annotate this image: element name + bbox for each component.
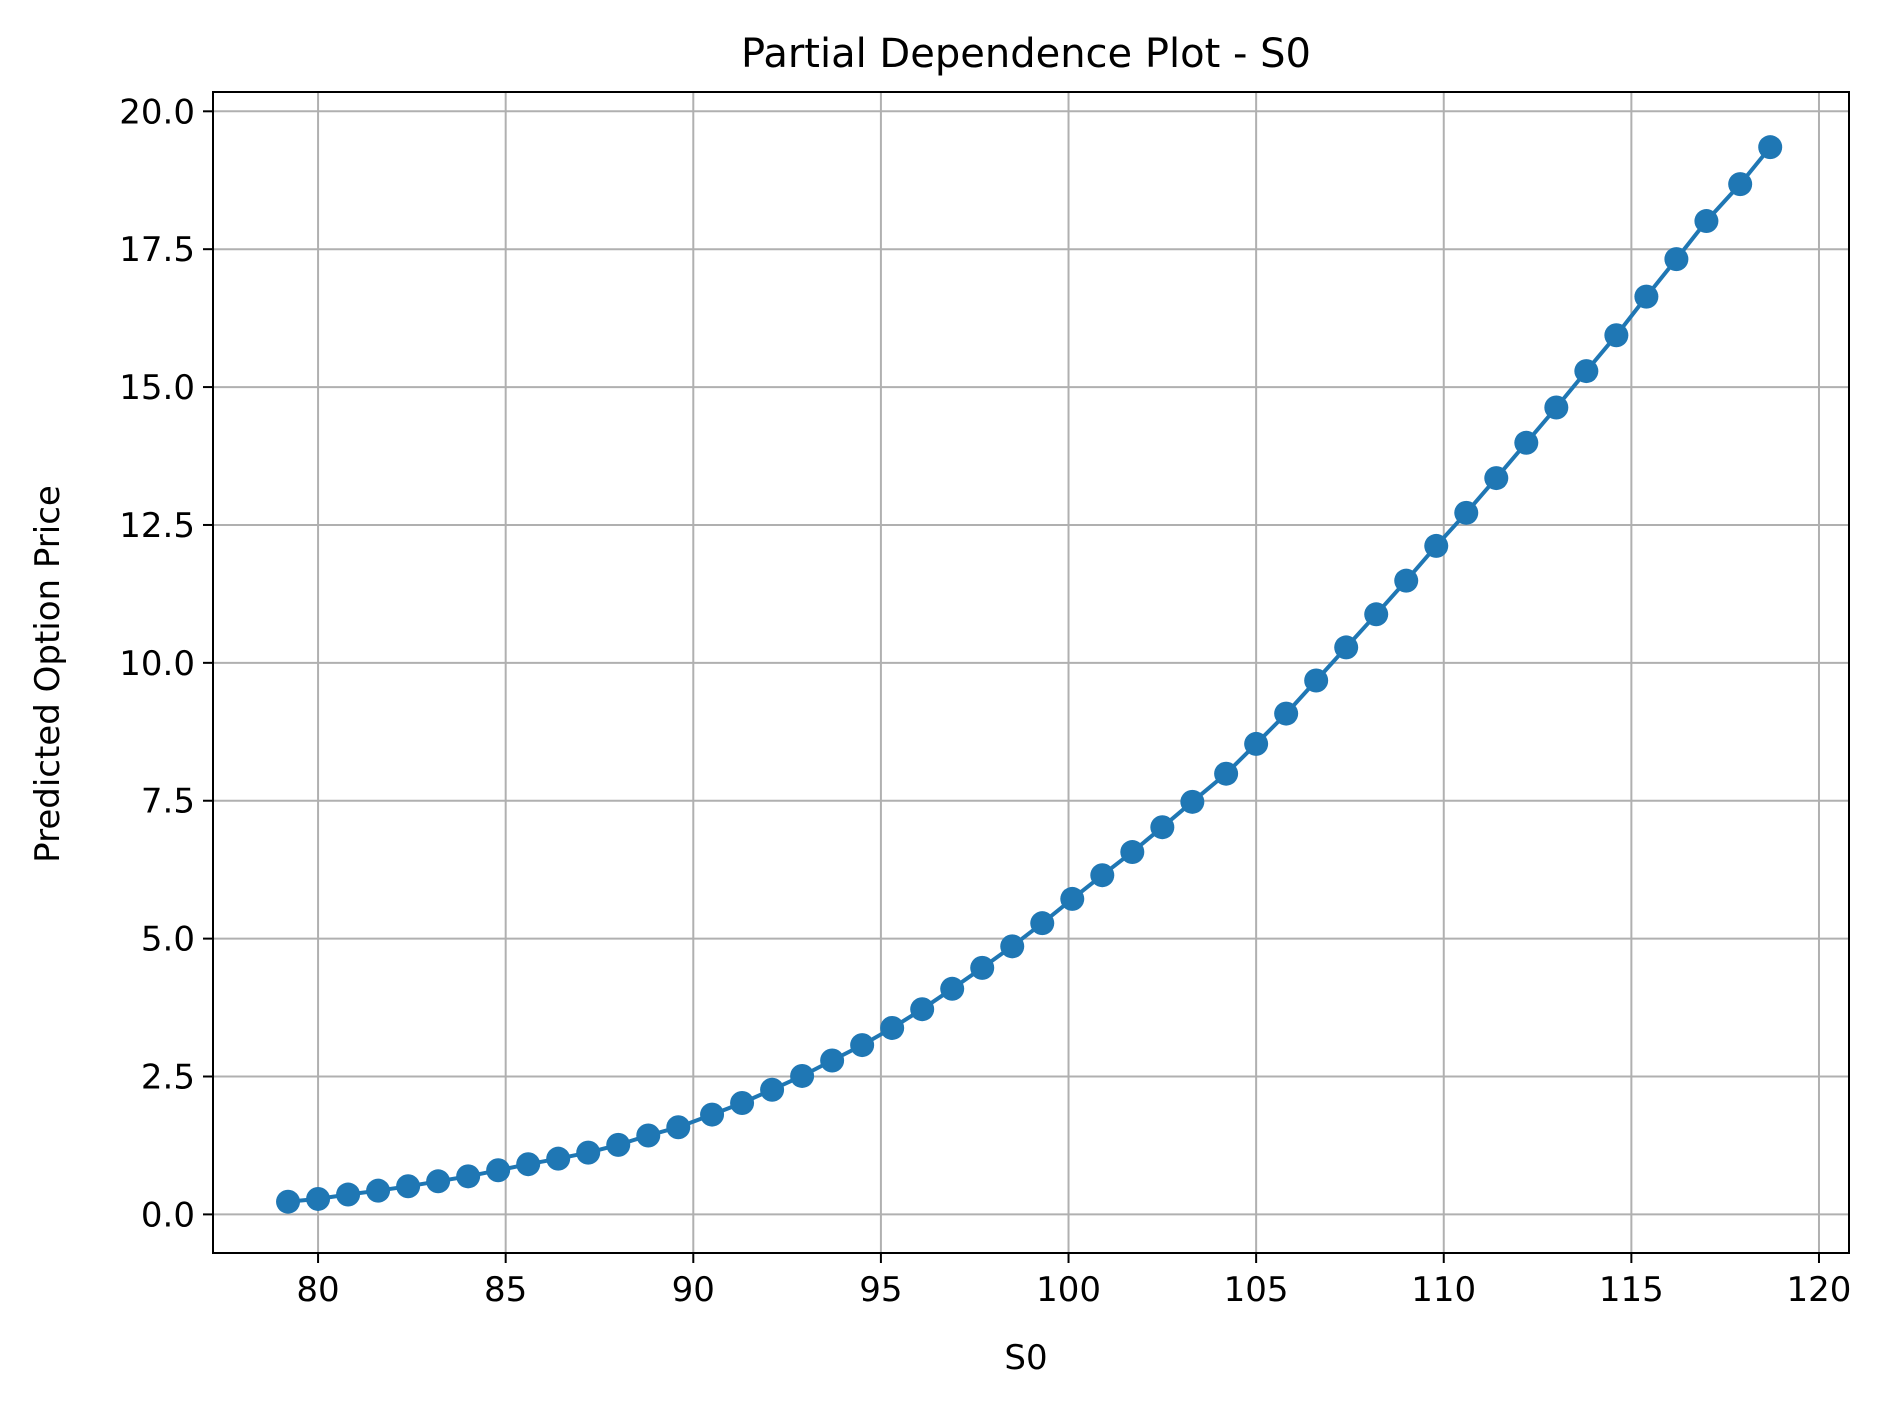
data-point <box>1060 886 1085 911</box>
y-tick-label: 12.5 <box>119 506 195 546</box>
chart-title: Partial Dependence Plot - S0 <box>741 31 1311 77</box>
data-point <box>760 1077 785 1102</box>
data-point <box>1244 731 1269 756</box>
data-point <box>1484 466 1509 491</box>
data-point <box>1000 934 1025 959</box>
data-point <box>1634 284 1659 309</box>
data-point <box>910 997 935 1022</box>
data-point <box>516 1152 541 1177</box>
data-point <box>970 955 995 980</box>
x-tick-label: 95 <box>859 1270 902 1310</box>
data-point <box>880 1015 905 1040</box>
data-point <box>1694 209 1719 234</box>
data-point <box>1454 500 1479 525</box>
data-point <box>1758 135 1783 160</box>
data-point <box>276 1189 301 1214</box>
data-point <box>666 1115 691 1140</box>
x-tick-label: 85 <box>484 1270 527 1310</box>
y-tick-label: 2.5 <box>141 1058 195 1098</box>
data-point <box>306 1186 331 1211</box>
data-point <box>486 1158 511 1183</box>
data-point <box>1120 840 1145 865</box>
data-point <box>1574 359 1599 384</box>
series-group <box>276 135 1783 1214</box>
plot-frame <box>212 91 1850 1254</box>
y-tick-label: 10.0 <box>119 644 195 684</box>
data-point <box>850 1033 875 1058</box>
x-axis-label: S0 <box>1004 1338 1047 1378</box>
y-axis-label: Predicted Option Price <box>28 485 68 863</box>
y-tick-label: 7.5 <box>141 782 195 822</box>
data-point <box>576 1140 601 1165</box>
data-point <box>366 1178 391 1203</box>
y-tick-label: 20.0 <box>119 92 195 132</box>
x-tick-label: 90 <box>672 1270 715 1310</box>
y-tick-label: 15.0 <box>119 368 195 408</box>
data-point <box>1364 602 1389 627</box>
data-point <box>1424 533 1449 558</box>
x-tick-label: 120 <box>1787 1270 1852 1310</box>
data-point <box>1304 668 1329 693</box>
x-tick-label: 115 <box>1599 1270 1664 1310</box>
grid <box>213 92 1849 1253</box>
y-ticks: 0.0 2.5 5.0 7.5 10.0 12.5 15.0 17.5 20.0 <box>119 92 213 1235</box>
data-point <box>820 1048 845 1073</box>
data-point <box>546 1146 571 1171</box>
data-point <box>1150 815 1175 840</box>
data-point <box>1604 323 1629 348</box>
x-ticks: 80 85 90 95 100 105 110 115 120 <box>296 1253 1851 1310</box>
y-tick-label: 5.0 <box>141 920 195 960</box>
x-tick-label: 80 <box>296 1270 339 1310</box>
data-point <box>456 1164 481 1189</box>
data-point <box>1274 701 1299 726</box>
y-tick-label: 0.0 <box>141 1195 195 1235</box>
data-point <box>940 976 965 1001</box>
x-tick-label: 100 <box>1036 1270 1101 1310</box>
data-point <box>700 1102 725 1127</box>
x-tick-label: 105 <box>1224 1270 1289 1310</box>
data-point <box>1214 761 1239 786</box>
data-point <box>636 1123 661 1148</box>
y-tick-label: 17.5 <box>119 230 195 270</box>
data-point <box>1334 635 1359 660</box>
data-point <box>1664 247 1689 272</box>
data-point <box>336 1182 361 1207</box>
x-tick-label: 110 <box>1411 1270 1476 1310</box>
data-point <box>1728 172 1753 197</box>
series-line <box>287 145 1772 1204</box>
data-point <box>426 1169 451 1194</box>
data-point <box>1394 568 1419 593</box>
data-point <box>730 1090 755 1115</box>
data-point <box>1514 430 1539 455</box>
data-point <box>1544 395 1569 420</box>
data-point <box>1180 789 1205 814</box>
data-point <box>1090 863 1115 888</box>
data-point <box>790 1063 815 1088</box>
data-point <box>1030 911 1055 936</box>
data-point <box>396 1174 421 1199</box>
data-point <box>606 1132 631 1157</box>
